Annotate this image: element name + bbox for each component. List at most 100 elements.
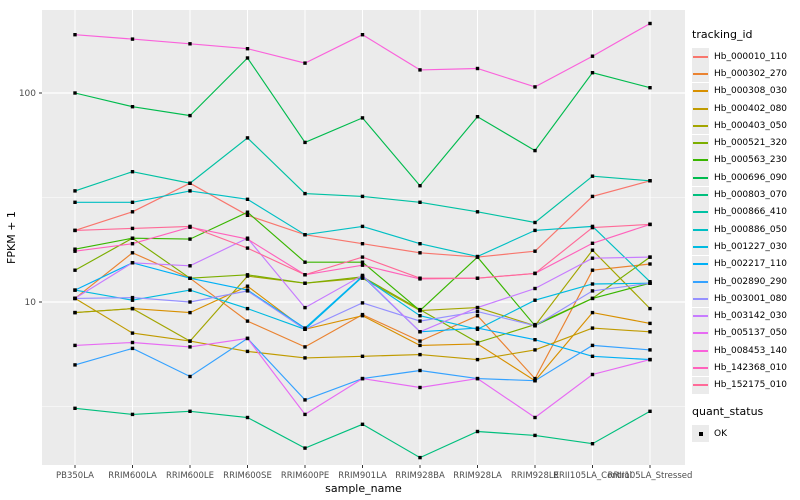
data-point — [590, 225, 595, 230]
data-point — [590, 71, 595, 75]
data-point — [73, 91, 77, 95]
data-point — [475, 357, 480, 362]
data-point — [73, 200, 77, 204]
legend-item-Hb_001227_030: Hb_001227_030 — [692, 238, 798, 256]
legend-item-Hb_000302_270: Hb_000302_270 — [692, 65, 798, 83]
legend-line-swatch-icon — [692, 203, 709, 221]
data-point — [245, 210, 250, 214]
legend-item-label: OK — [714, 428, 727, 439]
data-point — [360, 260, 365, 264]
data-point — [533, 85, 537, 89]
data-point — [475, 305, 480, 310]
data-point — [245, 306, 250, 311]
x-tick-label: RRIM928BA — [395, 471, 445, 481]
data-point — [245, 284, 250, 288]
data-point — [73, 249, 77, 253]
data-point — [590, 354, 595, 358]
legend-line-swatch-icon — [692, 342, 709, 360]
data-point — [360, 314, 365, 318]
data-point — [360, 354, 365, 358]
data-point — [245, 197, 250, 201]
data-point — [590, 241, 595, 245]
data-point — [303, 260, 307, 264]
data-point — [73, 296, 77, 301]
data-point — [188, 310, 192, 315]
data-point — [360, 376, 365, 381]
data-point — [130, 346, 135, 351]
legend-item-label: Hb_000521_320 — [714, 138, 788, 149]
legend-line-swatch-icon — [692, 273, 709, 290]
y-tick-label: 10 — [25, 298, 37, 308]
legend-item-label: Hb_000563_230 — [714, 155, 788, 166]
data-point — [130, 200, 135, 204]
x-tick-label: RRIM928LE — [511, 471, 559, 481]
legend-line-swatch-icon — [692, 134, 709, 152]
x-tick-label: RRIM600SE — [223, 471, 272, 481]
legend-item-Hb_002217_110: Hb_002217_110 — [692, 255, 798, 273]
data-point — [245, 213, 250, 217]
data-point — [130, 298, 135, 302]
legend-item-Hb_008453_140: Hb_008453_140 — [692, 342, 798, 360]
data-point — [73, 363, 77, 367]
data-point — [648, 330, 652, 334]
data-point — [73, 247, 77, 251]
data-point — [130, 340, 135, 345]
legend-line-swatch-icon — [692, 151, 709, 169]
data-point — [533, 271, 537, 276]
data-point — [590, 343, 595, 348]
data-point — [590, 282, 595, 286]
data-point — [533, 298, 537, 302]
data-point — [533, 379, 537, 383]
data-point — [245, 246, 250, 250]
data-point — [130, 226, 135, 231]
data-point — [590, 54, 595, 58]
data-point — [73, 310, 77, 315]
data-point — [475, 326, 480, 330]
data-point — [360, 33, 365, 37]
data-point — [245, 47, 250, 51]
legend-item-label: Hb_000886_050 — [714, 224, 788, 235]
data-point — [418, 368, 422, 373]
x-tick-label: RRIM928LA — [453, 471, 502, 481]
data-point — [188, 264, 192, 268]
data-point — [73, 33, 77, 37]
data-point — [245, 336, 250, 341]
legend-item-label: Hb_003001_080 — [714, 293, 788, 304]
data-point — [590, 372, 595, 377]
x-tick-label: PB350LA — [56, 471, 94, 481]
data-point — [188, 339, 192, 343]
legend-item-label: Hb_000803_070 — [714, 190, 788, 201]
data-point — [590, 326, 595, 330]
data-point — [360, 301, 365, 305]
legend-title-quant-status: quant_status — [692, 404, 764, 418]
data-point — [475, 314, 480, 318]
data-point — [590, 174, 595, 178]
data-point — [533, 220, 537, 225]
legend-item-label: Hb_000308_030 — [714, 86, 788, 97]
data-point — [303, 273, 307, 277]
legend-line-swatch-icon — [692, 359, 709, 377]
data-point — [418, 343, 422, 348]
data-point — [590, 296, 595, 301]
data-point — [648, 281, 652, 285]
legend-item-Hb_000563_230: Hb_000563_230 — [692, 151, 798, 169]
data-point — [130, 37, 135, 41]
data-point — [130, 306, 135, 311]
data-point — [648, 306, 652, 311]
data-point — [188, 42, 192, 46]
legend-line-swatch-icon — [692, 376, 709, 394]
data-point — [303, 412, 307, 417]
data-point — [73, 228, 77, 233]
data-point — [475, 210, 480, 214]
legend-item-label: Hb_000010_110 — [714, 51, 788, 62]
legend-item-label: Hb_003142_030 — [714, 311, 788, 322]
data-point — [648, 357, 652, 362]
data-point — [418, 385, 422, 390]
legend-item-label: Hb_008453_140 — [714, 345, 788, 356]
data-point — [590, 442, 595, 446]
data-point — [590, 248, 595, 252]
data-point — [418, 184, 422, 188]
data-point — [590, 268, 595, 272]
y-tick-label: 100 — [19, 89, 36, 99]
